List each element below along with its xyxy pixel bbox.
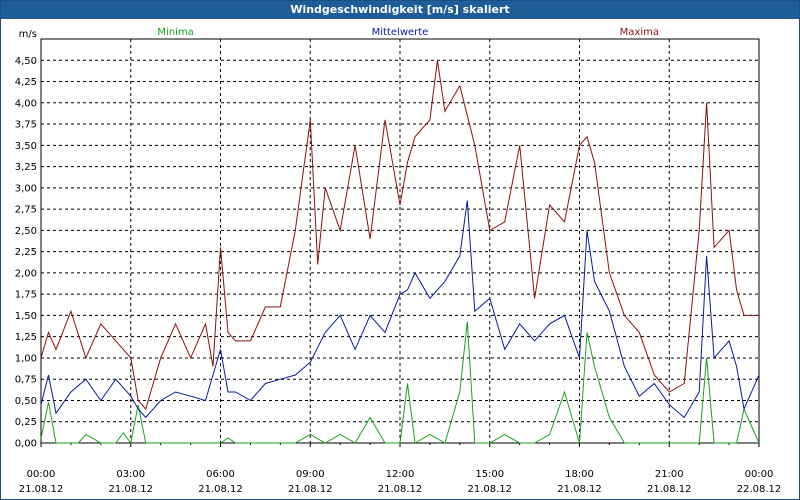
x-tick-time: 18:00 — [565, 469, 594, 480]
y-tick-label: 4,00 — [15, 98, 37, 109]
x-tick-date: 21.08.12 — [467, 484, 512, 495]
x-tick-time: 15:00 — [475, 469, 504, 480]
series-line-maxima — [40, 60, 759, 411]
y-tick-label: 0,75 — [15, 375, 37, 386]
y-tick-label: 1,50 — [15, 311, 37, 322]
x-tick-time: 00:00 — [27, 469, 56, 480]
x-tick-date: 21.08.12 — [557, 484, 602, 495]
legend-mittelwerte: Mittelwerte — [372, 27, 429, 38]
y-tick-label: 1,75 — [15, 290, 37, 301]
x-tick-time: 06:00 — [206, 469, 235, 480]
x-tick-date: 21.08.12 — [19, 484, 64, 495]
y-tick-label: 0,50 — [15, 396, 37, 407]
y-tick-label: 3,50 — [15, 141, 37, 152]
x-tick-time: 03:00 — [116, 469, 145, 480]
x-tick-time: 12:00 — [386, 469, 415, 480]
x-tick-date: 21.08.12 — [288, 484, 333, 495]
legend-minima: Minima — [157, 27, 193, 38]
y-tick-label: 4,50 — [15, 56, 37, 67]
y-tick-label: 2,50 — [15, 226, 37, 237]
y-tick-label: 0,00 — [15, 439, 37, 450]
y-tick-label: 1,25 — [15, 332, 37, 343]
y-tick-label: 1,00 — [15, 353, 37, 364]
x-tick-time: 00:00 — [745, 469, 774, 480]
x-tick-time: 09:00 — [296, 469, 325, 480]
series-line-mittelwerte — [40, 200, 760, 419]
x-tick-date: 21.08.12 — [378, 484, 423, 495]
series-line-minima — [40, 321, 760, 445]
y-tick-label: 0,25 — [15, 417, 37, 428]
y-axis-label: m/s — [19, 29, 37, 40]
x-tick-date: 21.08.12 — [647, 484, 692, 495]
chart-canvas: 0,00 0,25 0,50 0,75 1,00 1,25 1,50 1,75 2,00 2,25… — [15, 27, 782, 495]
y-tick-label: 3,00 — [15, 183, 37, 194]
window-title: Windgeschwindigkeit [m/s] skaliert — [1, 1, 799, 19]
y-tick-label: 2,25 — [15, 247, 37, 258]
y-tick-label: 4,25 — [15, 77, 37, 88]
x-tick-date: 22.08.12 — [737, 484, 782, 495]
y-tick-label: 2,75 — [15, 205, 37, 216]
x-tick-date: 21.08.12 — [108, 484, 153, 495]
y-tick-label: 2,00 — [15, 268, 37, 279]
y-tick-label: 3,75 — [15, 120, 37, 131]
legend-maxima: Maxima — [620, 27, 659, 38]
y-tick-label: 3,25 — [15, 162, 37, 173]
x-tick-date: 21.08.12 — [198, 484, 243, 495]
x-tick-time: 21:00 — [655, 469, 684, 480]
